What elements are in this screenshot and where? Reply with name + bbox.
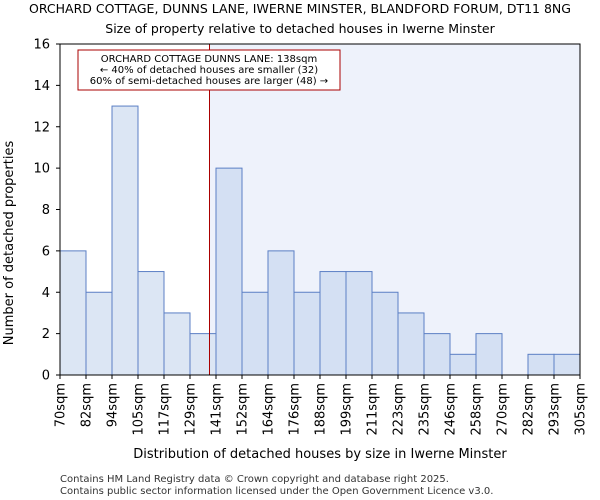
x-tick-label: 105sqm (132, 383, 147, 436)
x-tick-label: 117sqm (158, 383, 173, 436)
bar-82sqm (85, 291, 113, 376)
bar-246sqm (449, 353, 477, 376)
x-tick-label: 141sqm (210, 383, 225, 436)
x-tick-label: 305sqm (574, 383, 589, 436)
bar-152sqm (241, 291, 269, 376)
x-tick-label: 70sqm (54, 383, 69, 427)
x-tick-label: 199sqm (340, 383, 355, 436)
annotation-box: ORCHARD COTTAGE DUNNS LANE: 138sqm ← 40%… (77, 49, 341, 91)
chart-title: ORCHARD COTTAGE, DUNNS LANE, IWERNE MINS… (29, 1, 571, 16)
x-tick-label: 211sqm (366, 383, 381, 436)
x-tick-label: 82sqm (80, 383, 95, 427)
bar-94sqm (111, 105, 139, 376)
x-tick-label: 94sqm (106, 383, 121, 427)
bar-235sqm (423, 333, 451, 376)
annotation-frame (77, 49, 341, 91)
x-tick-label: 282sqm (522, 383, 537, 436)
x-tick-label: 129sqm (184, 383, 199, 436)
bar-293sqm (553, 353, 581, 376)
annotation-line-3: 60% of semi-detached houses are larger (… (90, 76, 328, 87)
y-tick-label: 0 (42, 369, 50, 384)
x-tick-label: 152sqm (236, 383, 251, 436)
x-tick-label: 235sqm (418, 383, 433, 436)
y-tick-label: 8 (42, 203, 50, 218)
x-tick-label: 270sqm (496, 383, 511, 436)
bar-141sqm (215, 167, 243, 376)
y-tick-label: 6 (42, 244, 50, 259)
x-tick-label: 293sqm (548, 383, 563, 436)
bar-129sqm (189, 333, 217, 376)
x-tick-label: 223sqm (392, 383, 407, 436)
y-tick-label: 10 (33, 162, 50, 177)
bar-282sqm (527, 353, 555, 376)
bar-258sqm (475, 333, 503, 376)
bar-70sqm (59, 250, 87, 376)
annotation-line-1: ORCHARD COTTAGE DUNNS LANE: 138sqm (101, 54, 317, 65)
chart-subtitle: Size of property relative to detached ho… (105, 21, 495, 36)
annotation-line-2: ← 40% of detached houses are smaller (32… (100, 65, 318, 76)
bar-199sqm (345, 271, 373, 376)
bar-105sqm (137, 271, 165, 376)
x-axis-label: Distribution of detached houses by size … (133, 447, 507, 462)
bar-117sqm (163, 312, 191, 376)
bar-176sqm (293, 291, 321, 376)
y-tick-label: 2 (42, 327, 50, 342)
bar-223sqm (397, 312, 425, 376)
footer-line-2: Contains public sector information licen… (60, 486, 493, 497)
y-tick-label: 12 (33, 120, 50, 135)
x-tick-label: 246sqm (444, 383, 459, 436)
y-tick-label: 4 (42, 286, 50, 301)
x-tick-label: 176sqm (288, 383, 303, 436)
y-axis-label: Number of detached properties (2, 141, 17, 346)
bar-188sqm (319, 271, 347, 376)
footer-line-1: Contains HM Land Registry data © Crown c… (60, 474, 449, 485)
x-tick-label: 188sqm (314, 383, 329, 436)
y-tick-label: 14 (33, 79, 50, 94)
x-tick-label: 164sqm (262, 383, 277, 436)
bar-164sqm (267, 250, 295, 376)
x-tick-label: 258sqm (470, 383, 485, 436)
y-tick-label: 16 (33, 38, 50, 53)
bar-211sqm (371, 291, 399, 376)
